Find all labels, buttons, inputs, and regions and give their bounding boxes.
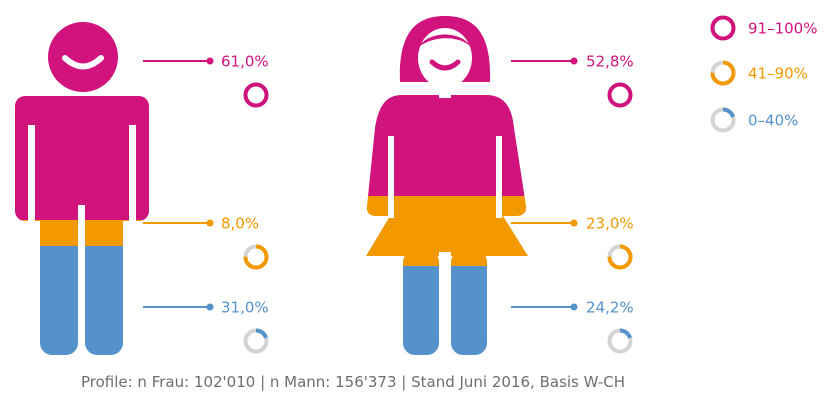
legend-indicator-0 [710, 15, 736, 41]
man-indicator-2 [243, 328, 269, 354]
woman-leader-dot-1 [570, 219, 578, 227]
man-indicator-2-arc [243, 328, 269, 354]
woman-details [388, 28, 502, 362]
man-value-label-0: 61,0% [221, 53, 269, 71]
woman-leader-dot-2 [570, 303, 578, 311]
legend-indicator-0-arc [710, 15, 736, 41]
man-leader-dot-1 [206, 219, 214, 227]
man-smile-icon [62, 55, 104, 70]
woman-indicator-1-arc [607, 244, 633, 270]
legend-indicator-2 [710, 107, 736, 133]
man-leader-dot-2 [206, 303, 214, 311]
legend-indicator-1 [710, 60, 736, 86]
legend-label-2: 0–40% [748, 112, 798, 130]
man-leader-dot-0 [206, 57, 214, 65]
footnote: Profile: n Frau: 102'010 | n Mann: 156'3… [81, 373, 625, 391]
legend-label-0: 91–100% [748, 20, 817, 38]
man-indicator-0-arc [243, 82, 269, 108]
man-indicator-1-arc [243, 244, 269, 270]
legend-label-1: 41–90% [748, 65, 808, 83]
woman-indicator-0 [607, 82, 633, 108]
man-details [28, 55, 136, 360]
legend: 91–100% 41–90% 0–40% [710, 15, 817, 133]
woman-indicator-0-arc [607, 82, 633, 108]
man-indicator-1 [243, 244, 269, 270]
man-value-label-1: 8,0% [221, 215, 259, 233]
woman-indicator-2-arc [607, 328, 633, 354]
legend-indicator-1-arc [710, 60, 736, 86]
woman-smile-icon [429, 59, 461, 71]
woman-value-label-1: 23,0% [586, 215, 634, 233]
woman-indicator-2 [607, 328, 633, 354]
woman-leader-dot-0 [570, 57, 578, 65]
man-band-magenta [15, 22, 149, 220]
man-value-label-2: 31,0% [221, 299, 269, 317]
value-labels: 61,0% 8,0% 31,0% 52,8% 23,0% 24,2% [143, 53, 634, 354]
woman-indicator-1 [607, 244, 633, 270]
man-indicator-0 [243, 82, 269, 108]
woman-value-label-2: 24,2% [586, 299, 634, 317]
legend-indicator-2-arc [710, 107, 736, 133]
woman-value-label-0: 52,8% [586, 53, 634, 71]
woman-face [418, 28, 472, 88]
